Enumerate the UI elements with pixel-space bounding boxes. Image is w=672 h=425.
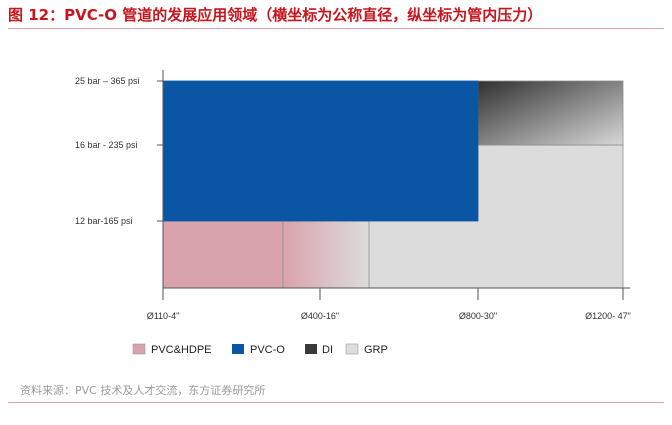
region-pvc-hdpe-fade xyxy=(282,220,370,289)
x-tick-label: Ø400-16" xyxy=(301,311,339,321)
region-di xyxy=(477,80,624,146)
footer-divider xyxy=(8,402,664,403)
x-tick-label: Ø1200- 47" xyxy=(585,311,631,321)
source-note: 资料来源：PVC 技术及人才交流，东方证券研究所 xyxy=(20,384,266,397)
y-tick-label: 16 bar - 235 psi xyxy=(75,140,138,150)
figure-title: 图 12：PVC-O 管道的发展应用领域（横坐标为公称直径，纵坐标为管内压力） xyxy=(8,6,543,24)
legend-label-di: DI xyxy=(322,344,333,356)
legend-swatch-pvc-o xyxy=(232,344,244,354)
region-pvc-o xyxy=(162,80,479,222)
legend-label-pvc-o: PVC-O xyxy=(250,344,285,356)
y-tick-label: 12 bar-165 psi xyxy=(75,216,133,226)
legend-swatch-grp xyxy=(345,343,359,355)
legend-swatch-di xyxy=(305,344,317,354)
legend-swatch-pvc-hdpe xyxy=(132,343,146,355)
y-tick-label: 25 bar – 365 psi xyxy=(75,76,140,86)
region-pvc-hdpe xyxy=(162,220,284,289)
title-divider xyxy=(8,28,664,29)
x-tick-label: Ø110-4" xyxy=(147,311,180,321)
x-tick-label: Ø800-30" xyxy=(459,311,497,321)
legend-label-grp: GRP xyxy=(364,344,388,356)
legend-label-pvc-hdpe: PVC&HDPE xyxy=(151,344,212,356)
